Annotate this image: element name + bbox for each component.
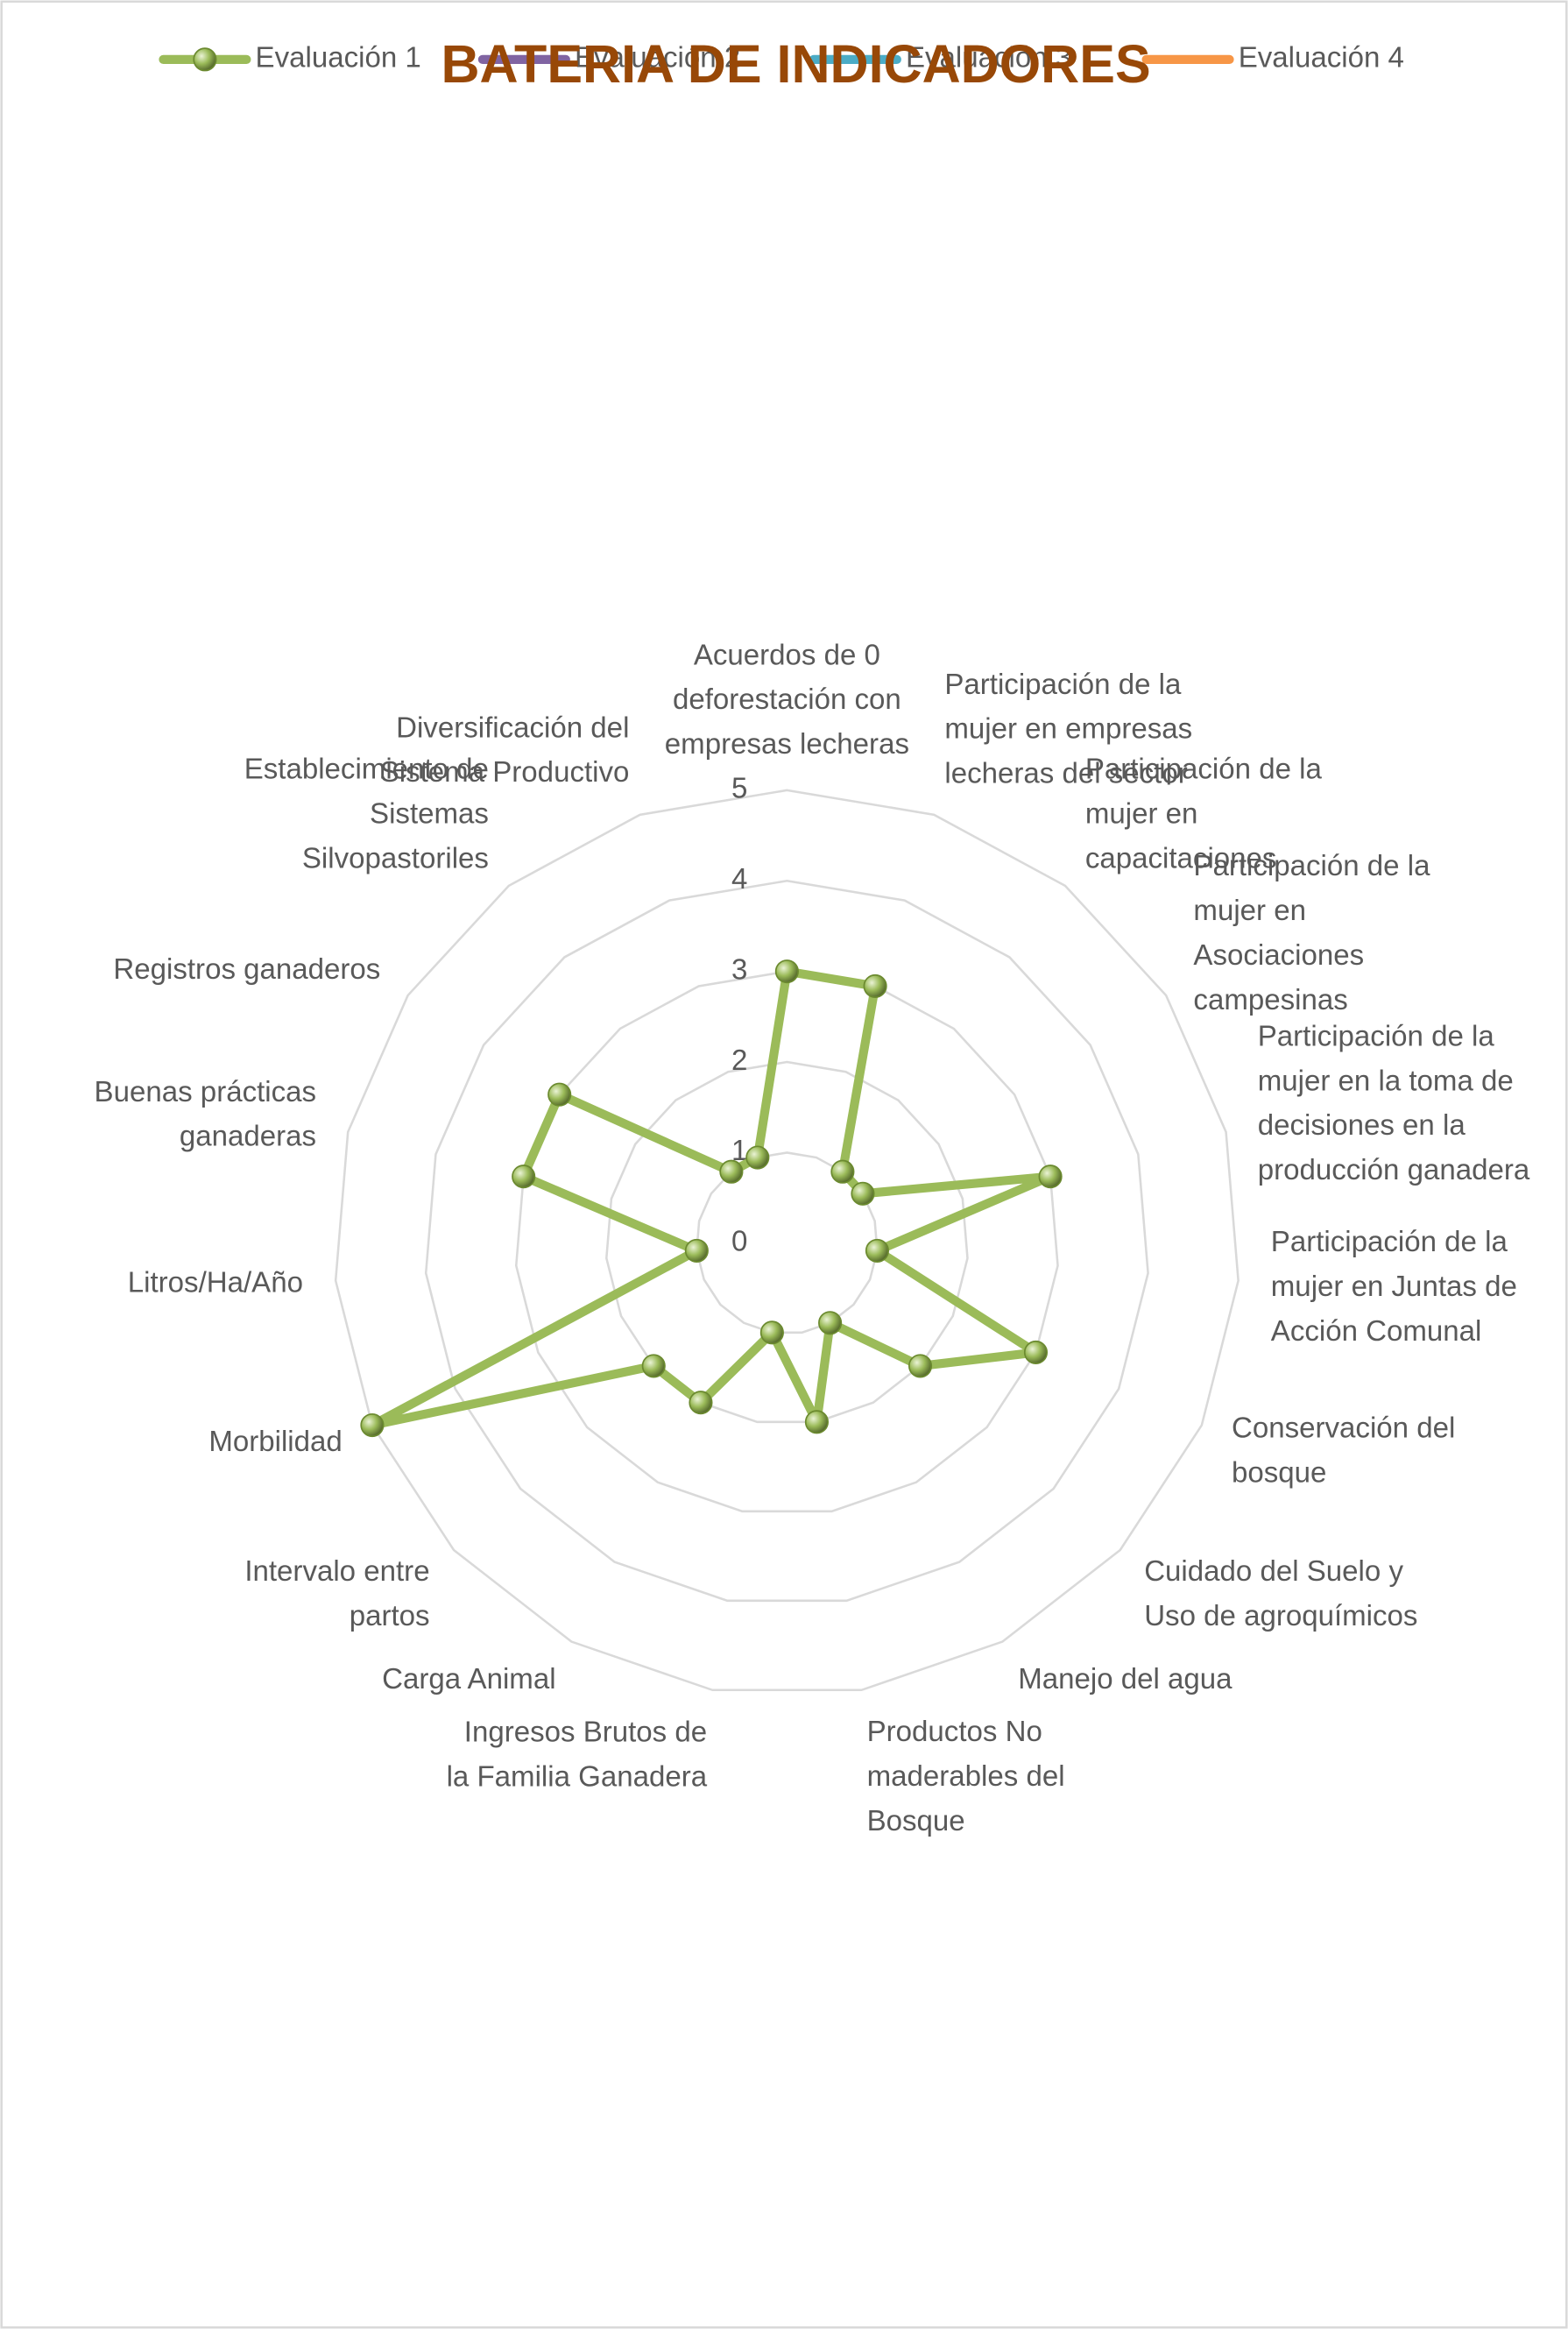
category-label: Buenas prácticas ganaderas xyxy=(95,1076,317,1153)
category-label: Carga Animal xyxy=(382,1663,555,1695)
category-label: Participación de la mujer en Asociaciones c… xyxy=(1193,850,1430,1016)
r-tick-label: 5 xyxy=(731,773,747,805)
grid-ring xyxy=(334,789,1240,1692)
series-line xyxy=(367,966,1056,1430)
point-marker xyxy=(759,1320,784,1345)
point-marker xyxy=(1038,1164,1063,1189)
point-marker xyxy=(1023,1340,1049,1365)
category-label: Ingresos Brutos de la Familia Ganadera xyxy=(447,1716,708,1793)
r-tick-label: 4 xyxy=(731,863,747,895)
legend-label: Evaluación 1 xyxy=(256,42,421,74)
category-label: Diversificación del Sistema Productivo xyxy=(380,711,630,789)
category-label: Intervalo entre partos xyxy=(244,1555,429,1632)
grid-ring xyxy=(605,1060,969,1424)
legend-label: Evaluación 3 xyxy=(906,42,1071,74)
point-marker xyxy=(719,1159,744,1184)
category-label: Productos No maderables del Bosque xyxy=(867,1716,1065,1837)
point-marker xyxy=(851,1181,875,1206)
category-label: Participación de la mujer en capacitacione… xyxy=(1085,753,1323,874)
point-marker xyxy=(360,1412,385,1438)
category-label: Participación de la mujer en empresas lech… xyxy=(944,669,1192,790)
point-marker xyxy=(818,1311,843,1335)
point-marker xyxy=(684,1238,709,1263)
category-label: Conservación del bosque xyxy=(1232,1412,1455,1489)
category-label: Manejo del agua xyxy=(1018,1663,1233,1695)
point-marker xyxy=(689,1391,713,1415)
legend-marker xyxy=(193,47,217,72)
point-marker xyxy=(512,1164,536,1189)
point-marker xyxy=(908,1354,933,1378)
point-marker xyxy=(547,1082,572,1107)
r-tick-label: 0 xyxy=(731,1226,747,1258)
category-label: Morbilidad xyxy=(208,1426,342,1458)
grid-ring xyxy=(424,879,1149,1603)
point-marker xyxy=(830,1159,855,1184)
category-label: Registros ganaderos xyxy=(113,953,380,986)
category-label: Litros/Ha/Año xyxy=(128,1266,303,1299)
r-tick-label: 3 xyxy=(731,953,747,986)
point-marker xyxy=(774,959,799,984)
category-label: Participación de la mujer en Juntas de Acc… xyxy=(1271,1226,1517,1348)
point-marker xyxy=(804,1410,829,1434)
r-tick-label: 1 xyxy=(731,1135,747,1167)
category-label: Establecimiento de Sistemas Silvopastorile… xyxy=(244,753,489,874)
point-marker xyxy=(863,973,887,999)
legend-label: Evaluación 4 xyxy=(1239,42,1404,74)
legend-label: Evaluación 2 xyxy=(575,42,740,74)
point-marker xyxy=(641,1354,666,1378)
chart-title: BATERIA DE INDICADORES xyxy=(441,34,1150,94)
category-label: Acuerdos de 0 deforestación con empresas l… xyxy=(665,639,909,761)
r-tick-label: 2 xyxy=(731,1044,747,1077)
category-label: Participación de la mujer en la toma de de… xyxy=(1258,1020,1530,1186)
point-marker xyxy=(745,1145,770,1170)
point-marker xyxy=(865,1238,889,1263)
category-label: Cuidado del Suelo y Uso de agroquímicos xyxy=(1144,1555,1417,1632)
